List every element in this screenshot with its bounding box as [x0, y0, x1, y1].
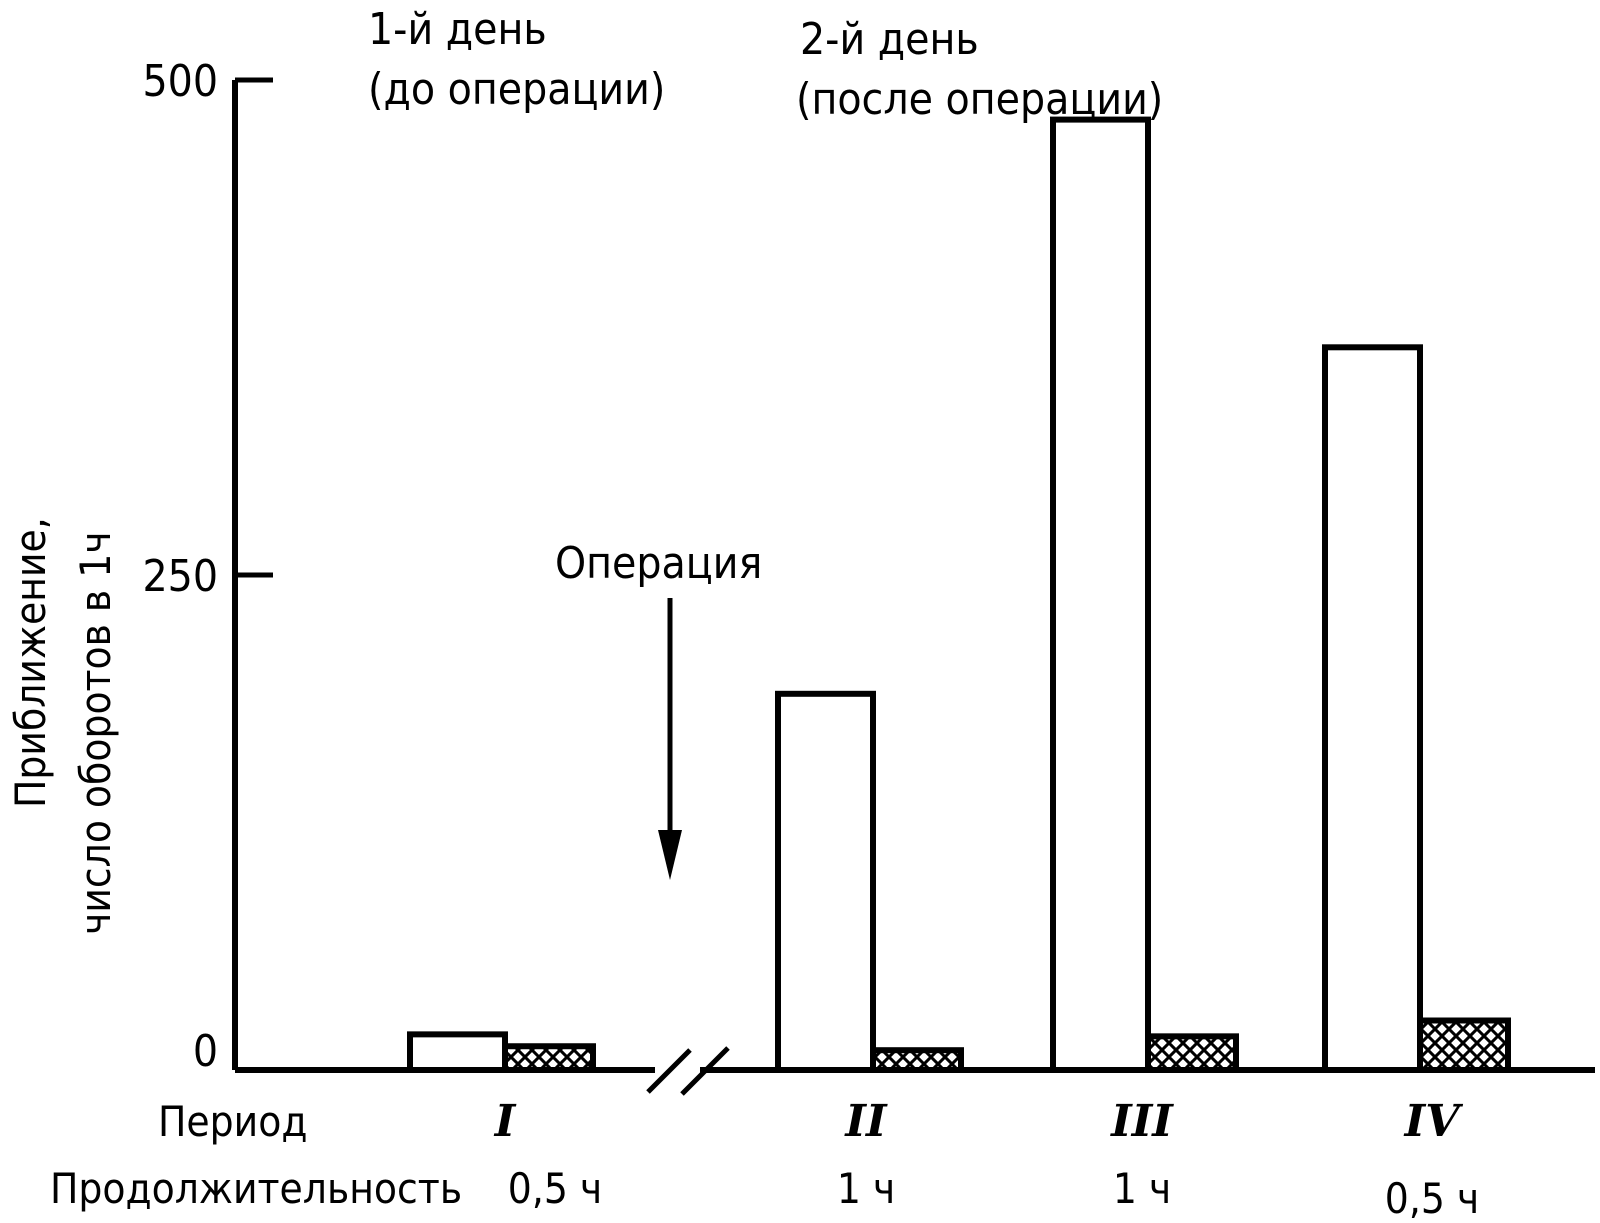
bar-II-open [775, 690, 876, 1073]
duration-label: 0,5 ч [1385, 1174, 1479, 1223]
bars [407, 116, 1511, 1074]
axis-break-mark [646, 1046, 730, 1096]
x-category-label: III [1109, 1096, 1174, 1147]
duration-row-label: Продолжительность [50, 1164, 462, 1213]
period-row-label: Период [158, 1097, 307, 1146]
bar-IV-hatched [1417, 1017, 1511, 1073]
bar-III-hatched [1145, 1033, 1239, 1073]
duration-label: 1 ч [1113, 1164, 1171, 1213]
day2-label-line1: 2-й день [800, 14, 979, 65]
day1-label-line1: 1-й день [368, 4, 547, 55]
y-axis-label-line2: число оборотов в 1ч [71, 531, 120, 935]
y-ticks: 0 250 500 [142, 56, 273, 1077]
day1-label-line2: (до операции) [368, 64, 665, 115]
bar-III-open [1050, 116, 1151, 1074]
bar-II-hatched [870, 1047, 964, 1073]
y-tick-label: 250 [142, 551, 218, 602]
operation-arrow-icon [658, 598, 682, 880]
bar-IV-open [1322, 344, 1423, 1073]
bar-I-open [407, 1031, 508, 1073]
day2-label-line2: (после операции) [796, 74, 1163, 125]
y-tick-label: 500 [142, 56, 218, 107]
duration-label: 1 ч [837, 1164, 895, 1213]
x-labels: I 0,5 ч II 1 ч III 1 ч IV 0,5 ч [493, 1096, 1480, 1223]
y-axis-label-line1: Приближение, [6, 517, 55, 808]
x-category-label: I [493, 1096, 517, 1147]
duration-label: 0,5 ч [508, 1164, 602, 1213]
bar-I-hatched [502, 1043, 596, 1073]
x-category-label: IV [1403, 1096, 1464, 1147]
operation-label: Операция [555, 538, 762, 589]
x-category-label: II [843, 1096, 888, 1147]
y-tick-label: 0 [193, 1026, 218, 1077]
